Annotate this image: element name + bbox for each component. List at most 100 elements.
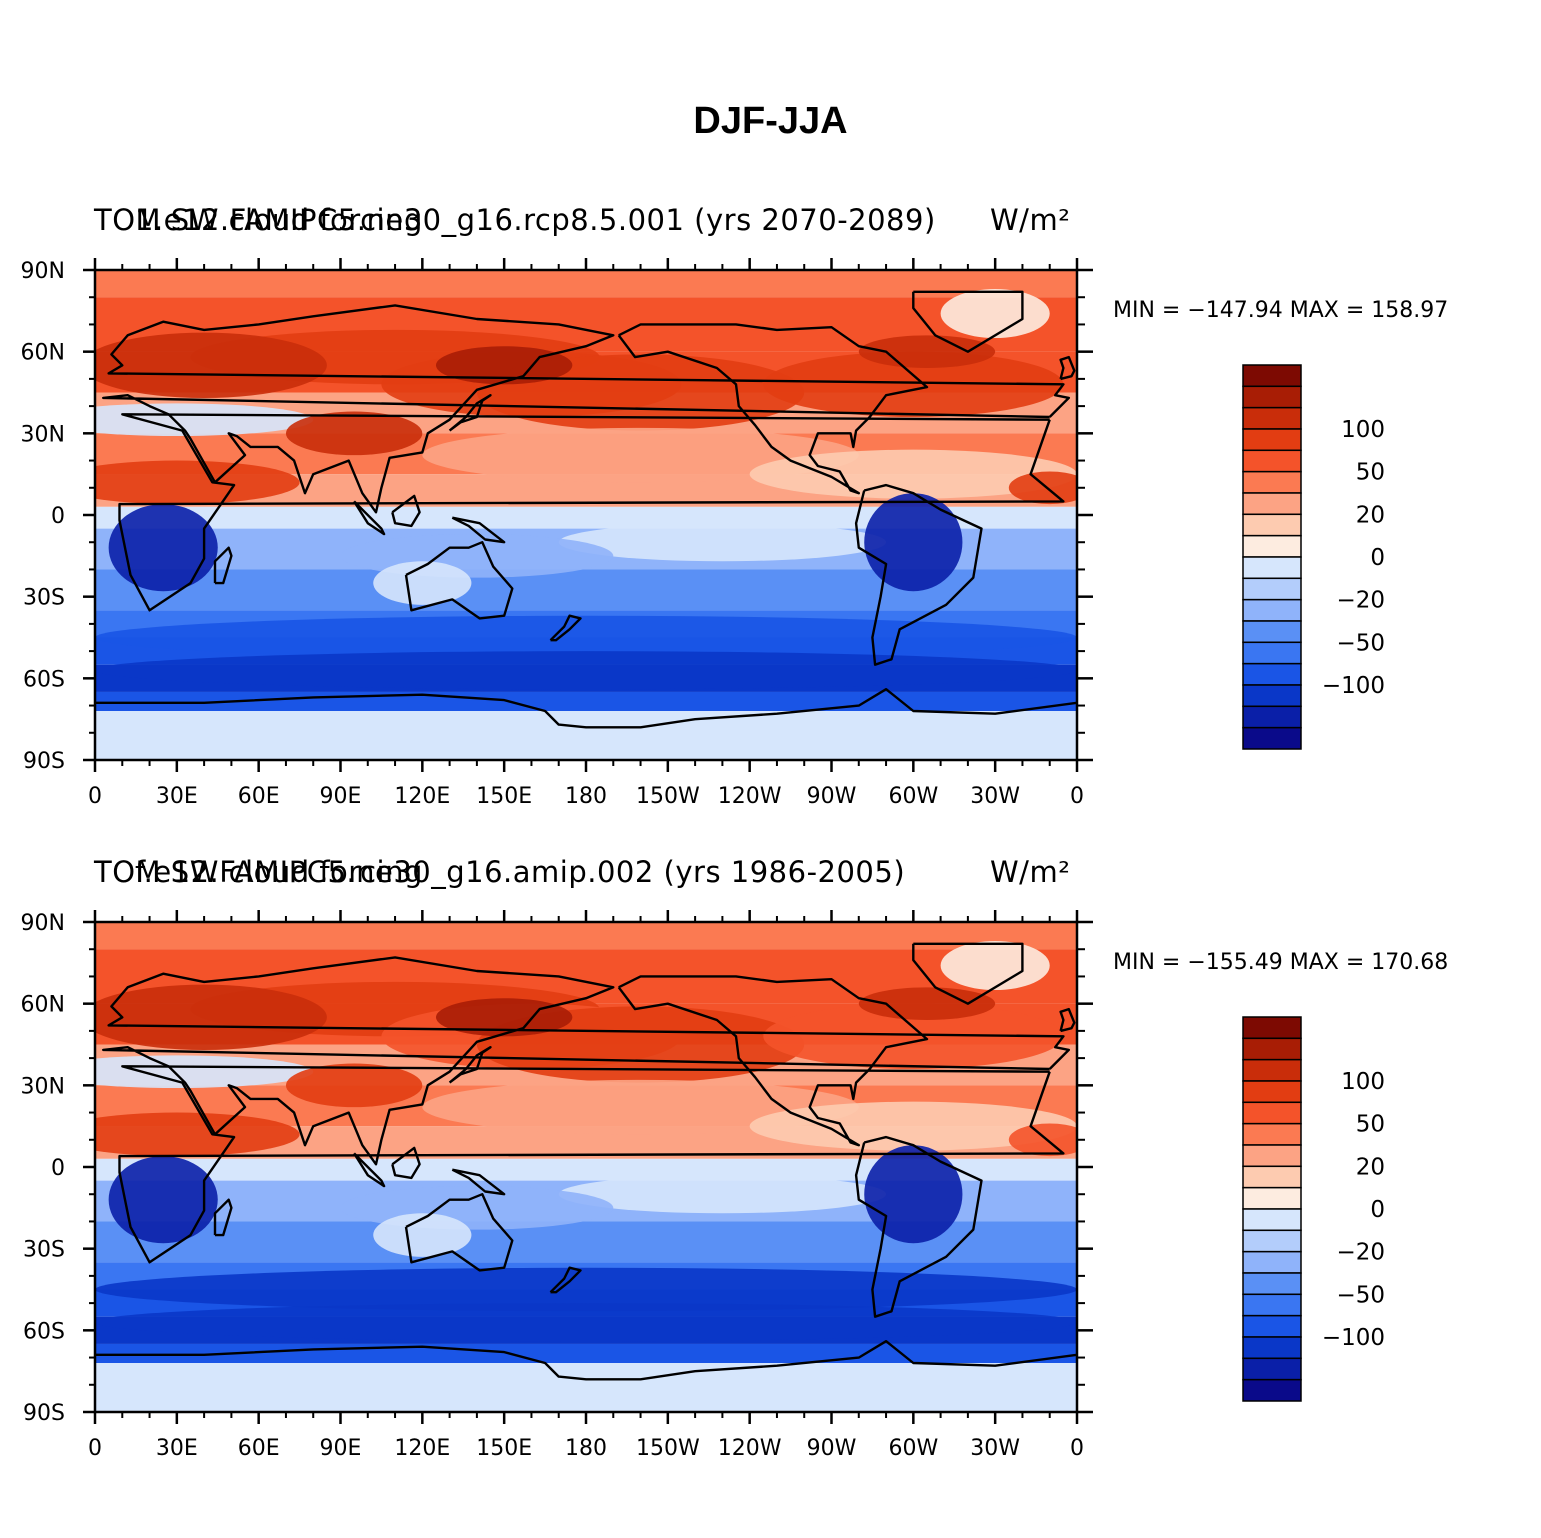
colorbar-segment (1242, 385, 1302, 409)
coastline (102, 304, 1070, 514)
field-patch (1008, 1123, 1077, 1157)
colorbar-segment (1242, 449, 1302, 473)
colorbar-segment (1242, 1378, 1302, 1402)
field-patch (435, 998, 573, 1037)
colorbar-tick-label: 0 (1370, 545, 1385, 571)
coastline (353, 1152, 386, 1188)
map-field (95, 922, 1077, 1412)
x-tick-label: 180 (565, 784, 607, 809)
x-tick-label: 150E (476, 1436, 532, 1461)
coastline (617, 323, 929, 495)
panel-minmax: MIN = −147.94 MAX = 158.97 (1113, 298, 1449, 323)
x-tick-label: 150W (636, 784, 700, 809)
field-patch (422, 427, 859, 483)
x-tick-label: 120W (718, 1436, 782, 1461)
coastline (118, 1065, 1065, 1264)
colorbar-segment (1242, 1357, 1302, 1381)
y-tick-label: 0 (51, 1156, 65, 1181)
colorbar-tick-label: −100 (1322, 1325, 1385, 1351)
field-patch (108, 1156, 218, 1244)
coastlines (95, 942, 1077, 1381)
field-patch (1008, 471, 1077, 505)
field-patch (763, 351, 1064, 417)
coastline (448, 394, 492, 432)
panel-amip: TOM SW cloud forcing f.e12.FAMIPC5.ne30_… (0, 847, 1541, 1497)
colorbar-segment (1242, 684, 1302, 708)
field-patch (558, 1175, 887, 1214)
colorbar-tick-label: −100 (1322, 673, 1385, 699)
colorbar-segment (1242, 1101, 1302, 1125)
colorbar-segment (1242, 1293, 1302, 1317)
colorbar-segment (1242, 620, 1302, 644)
colorbar-segment (1242, 662, 1302, 686)
colorbar-segment (1242, 364, 1302, 388)
x-tick-label: 0 (88, 784, 102, 809)
x-tick-label: 120E (394, 1436, 450, 1461)
colorbar-tick-label: 50 (1356, 1112, 1385, 1138)
field-patch (422, 1079, 859, 1135)
field-patch (749, 449, 1077, 499)
field-patch (285, 1063, 423, 1108)
x-tick-label: 30W (970, 784, 1020, 809)
colorbar-segment (1242, 1229, 1302, 1253)
field-band (95, 506, 1077, 529)
y-tick-label: 60N (21, 993, 65, 1018)
colorbar-segment (1242, 470, 1302, 494)
y-tick-label: 60S (23, 1319, 65, 1344)
y-tick-label: 30S (23, 586, 65, 611)
field-patch (763, 1003, 1064, 1069)
coastline (617, 975, 929, 1147)
y-tick-label: 30N (21, 422, 65, 447)
field-patch (558, 523, 887, 562)
coastline (912, 290, 1024, 353)
field-patch (749, 1101, 1077, 1151)
x-tick-label: 150W (636, 1436, 700, 1461)
colorbar-segment (1242, 1165, 1302, 1189)
colorbar-tick-label: −20 (1336, 1240, 1385, 1266)
x-tick-label: 30E (156, 784, 198, 809)
field-patch (858, 335, 996, 368)
colorbar-segment (1242, 534, 1302, 558)
coastline (854, 483, 983, 666)
x-tick-label: 0 (88, 1436, 102, 1461)
colorbar-segment (1242, 705, 1302, 729)
field-patch (373, 1213, 472, 1257)
coastline (448, 1046, 492, 1084)
map-field (95, 270, 1077, 760)
x-tick-label: 120E (394, 784, 450, 809)
panel-case-label: f.e12.FAMIPC5.ne30_g16.amip.002 (yrs 198… (135, 855, 906, 889)
coastline (391, 494, 421, 528)
y-tick-label: 90S (23, 749, 65, 774)
colorbar-segment (1242, 577, 1302, 601)
field-patch (95, 1055, 314, 1089)
coastline (95, 1340, 1077, 1381)
field-band (95, 1158, 1077, 1181)
field-patch (95, 332, 327, 398)
x-tick-label: 0 (1070, 784, 1084, 809)
colorbar-segment (1242, 1122, 1302, 1146)
y-tick-label: 0 (51, 504, 65, 529)
panel-units-label: W/m² (990, 203, 1071, 237)
x-tick-label: 60W (888, 784, 938, 809)
y-tick-label: 90N (21, 259, 65, 284)
colorbar-tick-label: −20 (1336, 588, 1385, 614)
colorbar-segment (1242, 1336, 1302, 1360)
y-tick-label: 60S (23, 667, 65, 692)
panel-left-label: TOM SW cloud forcing (94, 855, 423, 889)
panel-rcp85: TOM SW cloud forcing 1.e12.FAMIPC5.ne30_… (0, 195, 1541, 845)
colorbar-tick-label: 20 (1356, 1154, 1385, 1180)
y-tick-label: 30N (21, 1074, 65, 1099)
panel-left-label: TOM SW cloud forcing (94, 203, 423, 237)
colorbar-tick-label: 0 (1370, 1197, 1385, 1223)
colorbar-segment (1242, 1058, 1302, 1082)
colorbar-segment (1242, 1144, 1302, 1168)
colorbar-tick-label: 100 (1341, 1069, 1385, 1095)
x-tick-label: 180 (565, 1436, 607, 1461)
field-band (95, 922, 1077, 950)
x-tick-label: 90W (807, 1436, 857, 1461)
colorbar-segment (1242, 1250, 1302, 1274)
coastline (1059, 1007, 1076, 1033)
field-patch (95, 1303, 1077, 1342)
colorbar-segment (1242, 1208, 1302, 1232)
field-patch (95, 984, 327, 1050)
